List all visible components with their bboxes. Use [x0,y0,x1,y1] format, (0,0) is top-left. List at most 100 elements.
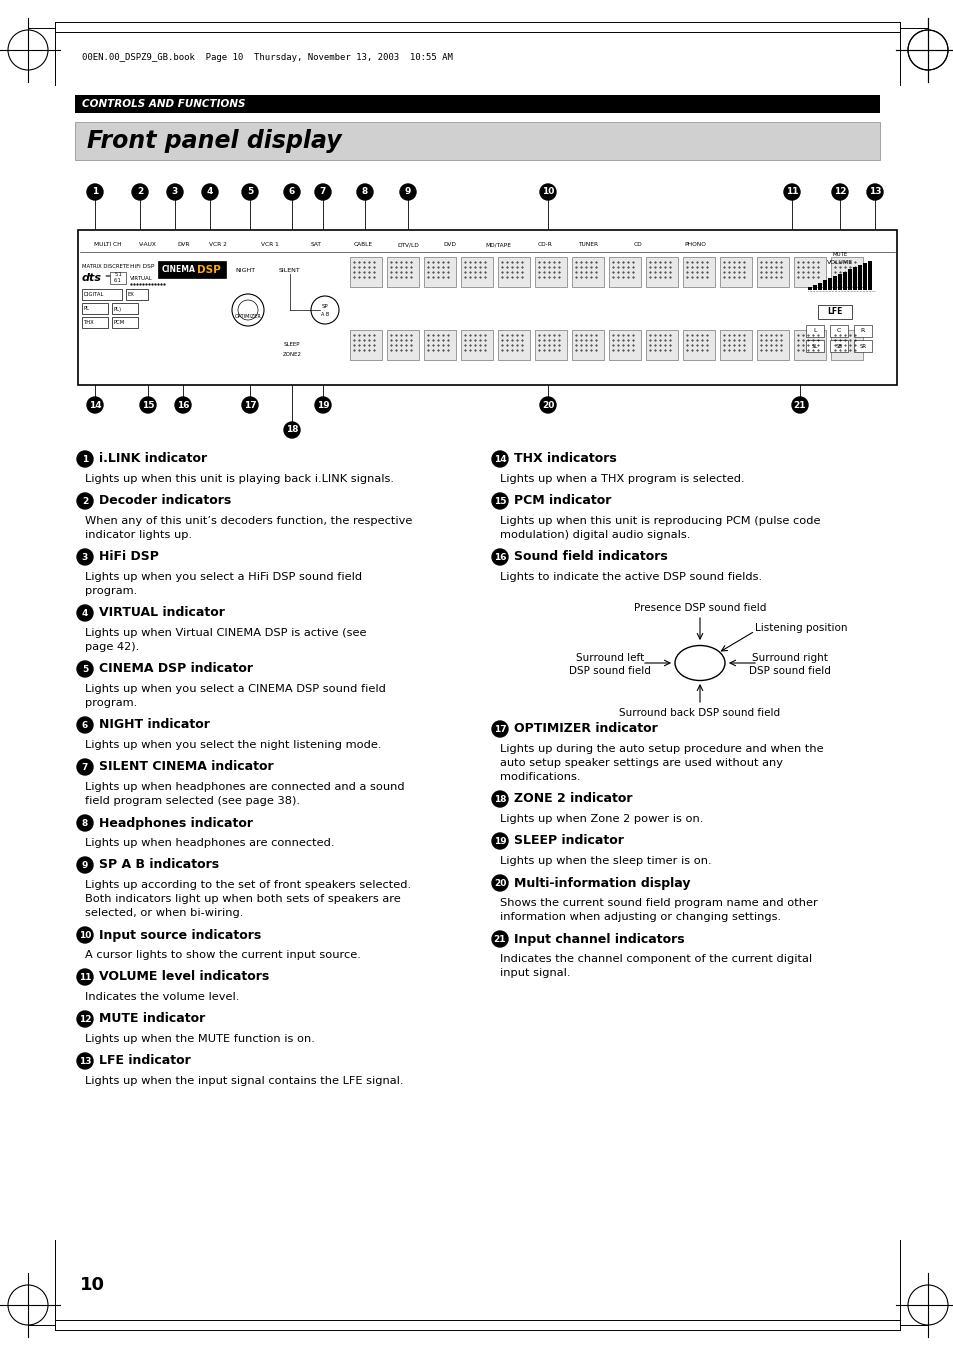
Circle shape [242,397,257,413]
Circle shape [539,184,556,200]
FancyBboxPatch shape [350,257,381,286]
Text: PCM: PCM [113,320,125,326]
FancyBboxPatch shape [572,330,603,359]
Circle shape [492,790,507,807]
Text: CINEMA DSP indicator: CINEMA DSP indicator [99,662,253,676]
Text: SR: SR [859,343,865,349]
Text: page 42).: page 42). [85,642,139,653]
Circle shape [314,184,331,200]
FancyBboxPatch shape [757,257,788,286]
Text: modulation) digital audio signals.: modulation) digital audio signals. [499,530,690,540]
Text: HiFi DSP: HiFi DSP [130,265,154,269]
Text: indicator lights up.: indicator lights up. [85,530,192,540]
Text: SP: SP [321,304,328,309]
FancyBboxPatch shape [805,340,823,353]
Text: 3: 3 [82,553,88,562]
FancyBboxPatch shape [535,257,566,286]
FancyBboxPatch shape [158,261,226,278]
Circle shape [356,184,373,200]
Circle shape [492,451,507,467]
Text: Lights up when Zone 2 power is on.: Lights up when Zone 2 power is on. [499,815,702,824]
FancyBboxPatch shape [682,330,714,359]
Text: VOLUME: VOLUME [826,259,852,265]
FancyBboxPatch shape [645,330,678,359]
Text: 8: 8 [361,188,368,196]
Text: 4: 4 [82,608,88,617]
Text: DVD: DVD [443,242,456,247]
Text: VIRTUAL indicator: VIRTUAL indicator [99,607,225,620]
Text: Lights to indicate the active DSP sound fields.: Lights to indicate the active DSP sound … [499,571,761,582]
FancyBboxPatch shape [78,230,896,385]
Text: Lights up when Virtual CINEMA DSP is active (see: Lights up when Virtual CINEMA DSP is act… [85,628,366,638]
Text: 15: 15 [494,497,506,505]
Circle shape [77,857,92,873]
Text: DTV/LD: DTV/LD [396,242,418,247]
Text: 20: 20 [541,400,554,409]
FancyBboxPatch shape [126,289,148,300]
Circle shape [492,875,507,892]
FancyBboxPatch shape [829,340,847,353]
FancyBboxPatch shape [350,330,381,359]
Text: HiFi DSP: HiFi DSP [99,550,159,563]
Text: PHONO: PHONO [683,242,705,247]
FancyBboxPatch shape [817,282,821,290]
Text: 2: 2 [136,188,143,196]
FancyBboxPatch shape [830,330,862,359]
Text: program.: program. [85,586,137,596]
Text: MUTE indicator: MUTE indicator [99,1012,205,1025]
FancyBboxPatch shape [460,257,493,286]
Text: 11: 11 [785,188,798,196]
Text: Surround left: Surround left [576,653,643,663]
Text: SAT: SAT [311,242,321,247]
Text: Front panel display: Front panel display [87,128,341,153]
Text: Presence DSP sound field: Presence DSP sound field [633,603,765,613]
Circle shape [492,493,507,509]
FancyBboxPatch shape [460,330,493,359]
Text: 13: 13 [79,1056,91,1066]
Text: EX: EX [128,293,134,297]
Text: auto setup speaker settings are used without any: auto setup speaker settings are used wit… [499,758,782,767]
Text: Lights up during the auto setup procedure and when the: Lights up during the auto setup procedur… [499,744,822,754]
Text: dts: dts [82,273,102,282]
Text: PL): PL) [113,307,122,312]
Text: ZONE2: ZONE2 [282,353,301,358]
Circle shape [140,397,156,413]
Circle shape [492,721,507,738]
Circle shape [87,397,103,413]
Text: CINEMA: CINEMA [162,266,195,274]
FancyBboxPatch shape [645,257,678,286]
Text: 00EN.00_DSPZ9_GB.book  Page 10  Thursday, November 13, 2003  10:55 AM: 00EN.00_DSPZ9_GB.book Page 10 Thursday, … [82,53,453,62]
Text: ==: == [104,273,115,280]
Text: Decoder indicators: Decoder indicators [99,494,231,508]
Text: 19: 19 [493,836,506,846]
Text: SILENT CINEMA indicator: SILENT CINEMA indicator [99,761,274,774]
FancyBboxPatch shape [75,95,879,113]
Text: DSP: DSP [196,265,220,276]
Text: OPTIMIZER: OPTIMIZER [234,313,261,319]
FancyBboxPatch shape [853,326,871,336]
Text: 9: 9 [82,861,88,870]
Circle shape [284,184,299,200]
Text: C: C [836,328,841,334]
Text: V-AUX: V-AUX [139,242,157,247]
Text: DSP sound field: DSP sound field [748,666,830,676]
Text: Both indicators light up when both sets of speakers are: Both indicators light up when both sets … [85,894,400,904]
FancyBboxPatch shape [862,263,866,290]
Circle shape [831,184,847,200]
Text: THX indicators: THX indicators [514,453,616,466]
Circle shape [77,717,92,734]
Text: L: L [812,328,816,334]
FancyBboxPatch shape [387,330,418,359]
Text: Surround back DSP sound field: Surround back DSP sound field [618,708,780,717]
FancyBboxPatch shape [827,278,831,290]
Circle shape [202,184,218,200]
Text: Lights up when the sleep timer is on.: Lights up when the sleep timer is on. [499,857,711,866]
Text: 1: 1 [91,188,98,196]
Text: DSP sound field: DSP sound field [569,666,650,676]
Text: 20: 20 [494,878,506,888]
Circle shape [77,815,92,831]
Text: SP A B indicators: SP A B indicators [99,858,219,871]
Text: 17: 17 [243,400,256,409]
Circle shape [492,931,507,947]
Text: VCR 1: VCR 1 [261,242,278,247]
